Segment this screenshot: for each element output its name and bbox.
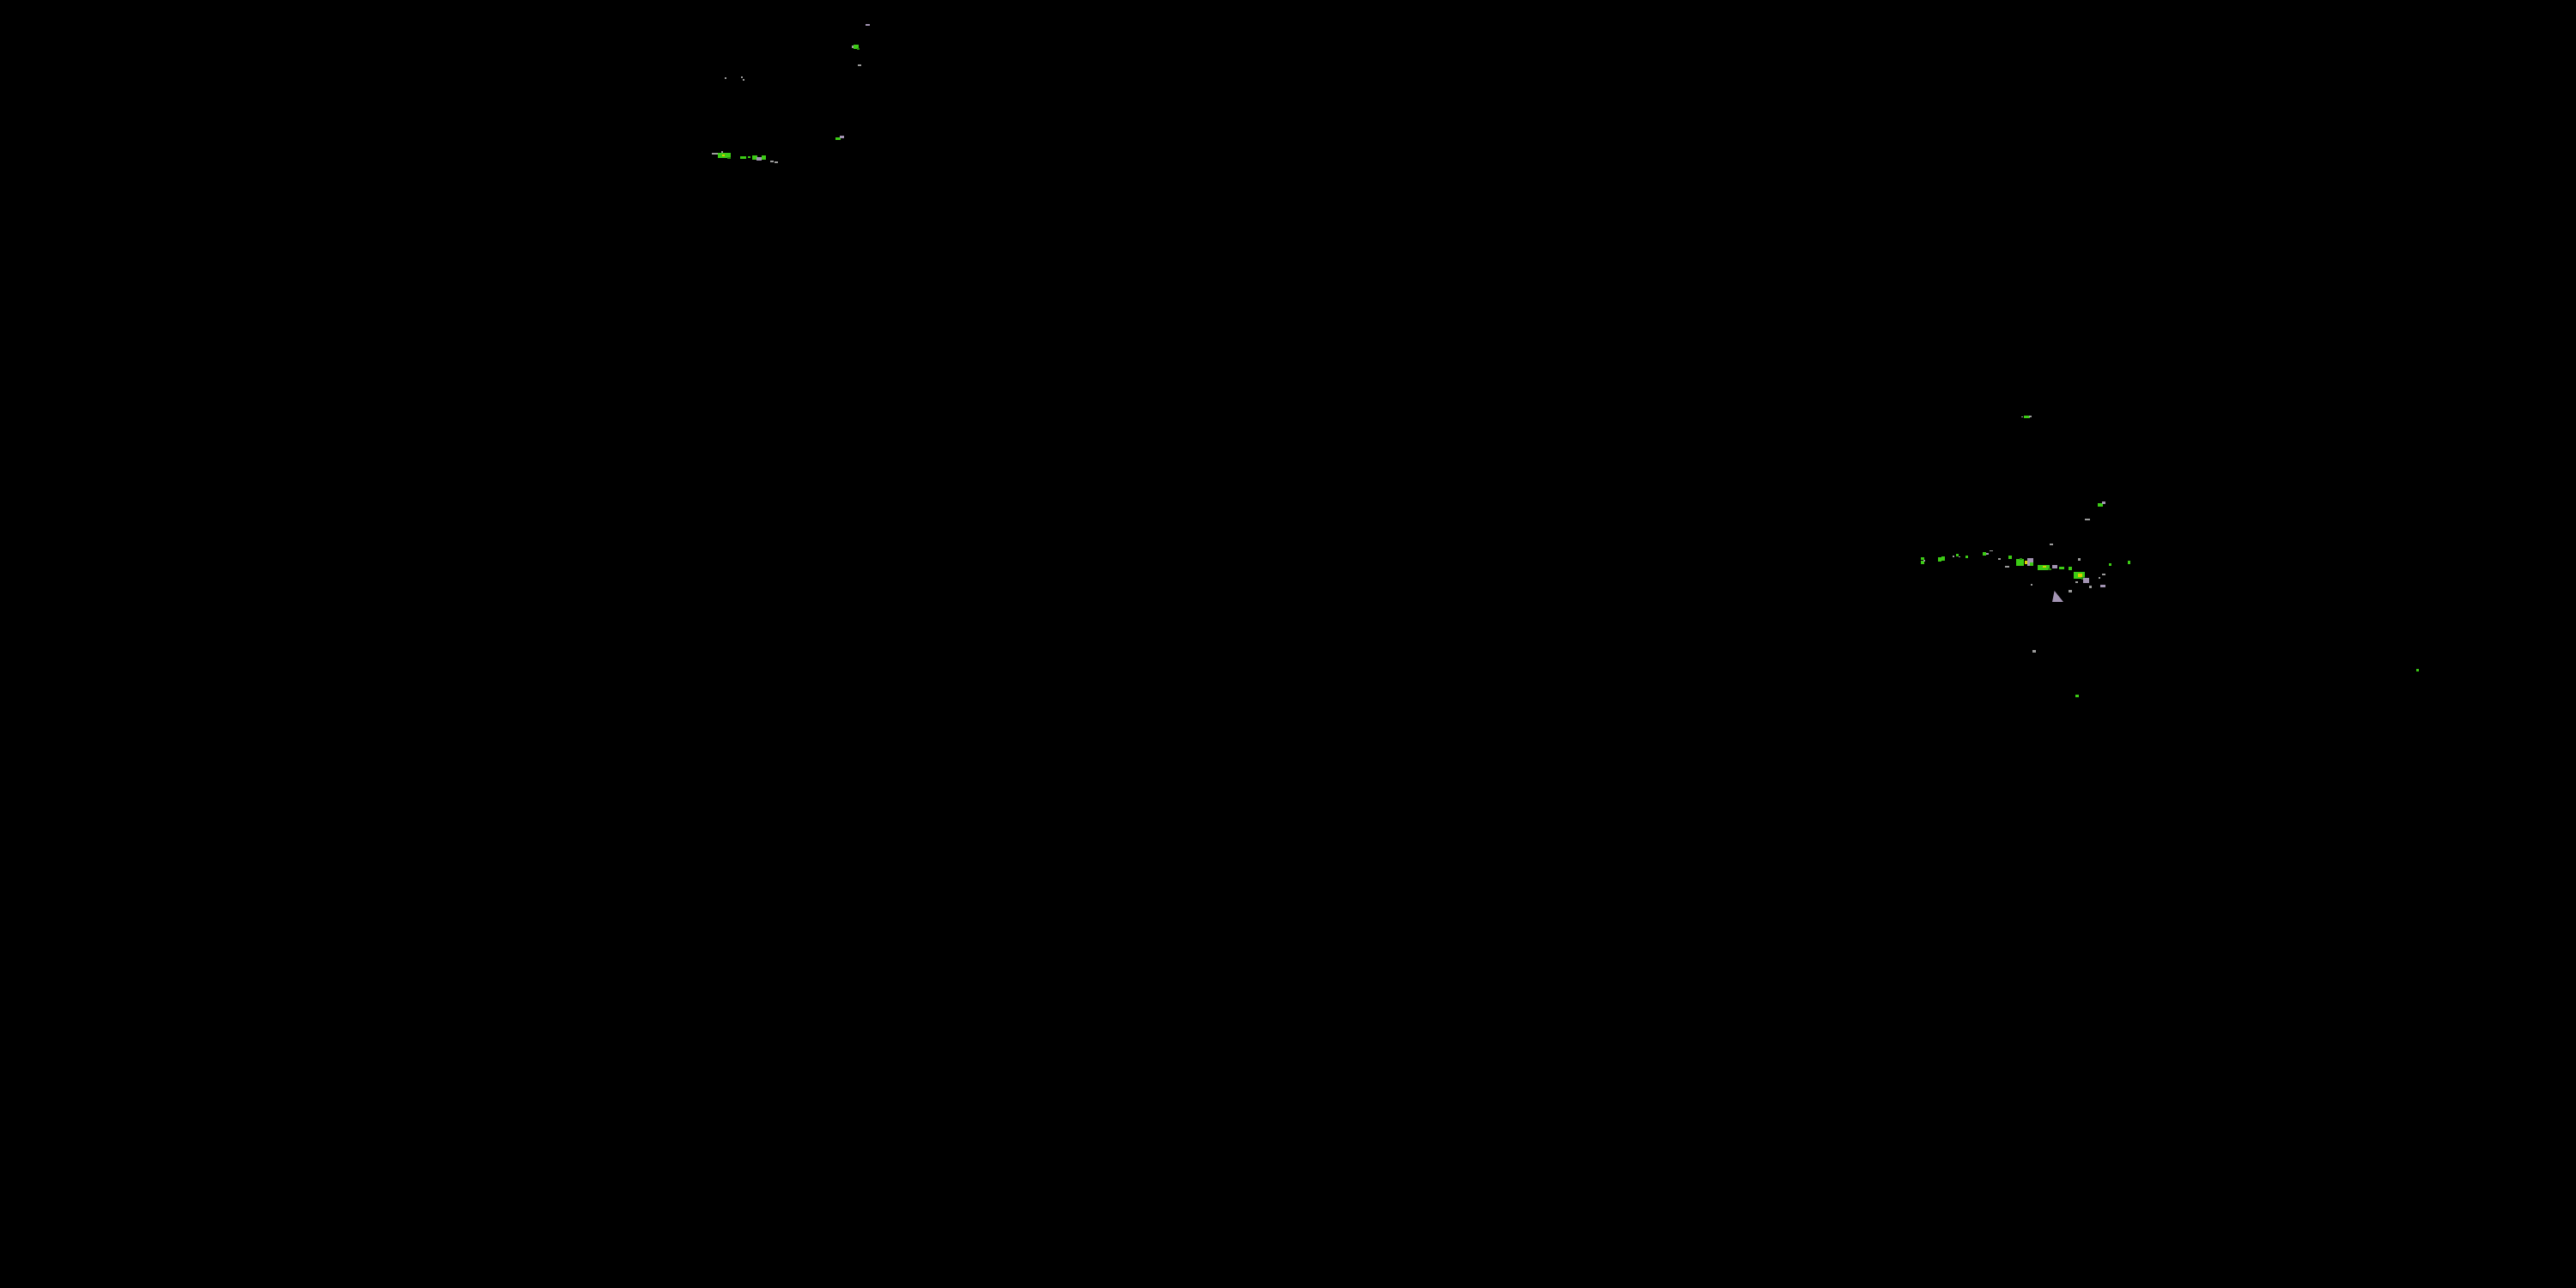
data-speck [2069, 567, 2072, 570]
data-speck [2020, 558, 2022, 560]
data-speck [2075, 581, 2078, 583]
data-speck [1986, 553, 1989, 555]
data-speck [2005, 566, 2009, 568]
data-speck [1965, 556, 1968, 558]
data-speck [2078, 574, 2082, 577]
data-speck [727, 157, 731, 159]
data-speck [2100, 585, 2105, 587]
data-speck [1998, 558, 2001, 560]
data-speck [752, 155, 757, 160]
data-speck [722, 155, 725, 156]
data-speck [866, 24, 870, 26]
data-speck [2075, 695, 2079, 697]
data-speck [1983, 552, 1986, 556]
data-speck [2098, 503, 2103, 507]
data-speck [854, 45, 859, 49]
data-speck [770, 161, 774, 162]
data-speck [712, 153, 719, 155]
data-speck [857, 48, 860, 50]
data-speck [2038, 565, 2050, 570]
data-speck [1923, 560, 1925, 562]
data-speck [2024, 416, 2030, 418]
data-speck [2052, 565, 2057, 568]
data-speck [2089, 586, 2092, 588]
data-speck [858, 64, 861, 66]
data-speck [2016, 559, 2024, 566]
data-speck [2052, 591, 2063, 602]
data-speck [2043, 566, 2046, 568]
data-speck [2109, 563, 2111, 566]
data-speck [2099, 577, 2100, 579]
data-speck [2102, 574, 2105, 575]
data-speck [1953, 556, 1954, 557]
data-speck [2083, 578, 2089, 583]
data-speck [2031, 584, 2032, 586]
data-speck [725, 77, 726, 79]
data-speck [743, 79, 744, 81]
data-speck [2069, 590, 2072, 592]
data-speck [2102, 501, 2105, 504]
data-speck [762, 155, 766, 160]
data-speck [721, 151, 723, 153]
data-speck [2416, 669, 2419, 671]
data-speck [1990, 550, 1993, 551]
data-speck [1959, 556, 1960, 557]
data-speck [2027, 558, 2033, 566]
data-speck [1938, 557, 1941, 562]
data-speck [1941, 556, 1945, 561]
data-speck [835, 137, 841, 140]
data-speck [748, 156, 750, 158]
data-speck [2032, 650, 2036, 653]
data-speck [740, 156, 746, 159]
data-speck [1921, 561, 1924, 564]
data-speck [2050, 544, 2053, 545]
data-speck [2021, 416, 2023, 417]
data-speck [756, 157, 762, 161]
data-speck [1921, 557, 1924, 560]
data-speck [1956, 554, 1959, 556]
data-speck [741, 76, 743, 78]
data-speck [2059, 567, 2064, 569]
data-speck [2078, 558, 2081, 561]
data-speck [2025, 561, 2027, 564]
data-speck [2008, 556, 2012, 559]
data-speck [2085, 519, 2090, 520]
data-speck [775, 161, 778, 163]
data-speck [840, 136, 844, 138]
data-speck [2030, 562, 2033, 566]
data-speck [2048, 568, 2051, 570]
data-speck [2029, 416, 2032, 417]
data-speck [852, 46, 854, 48]
data-speck [2128, 561, 2130, 564]
